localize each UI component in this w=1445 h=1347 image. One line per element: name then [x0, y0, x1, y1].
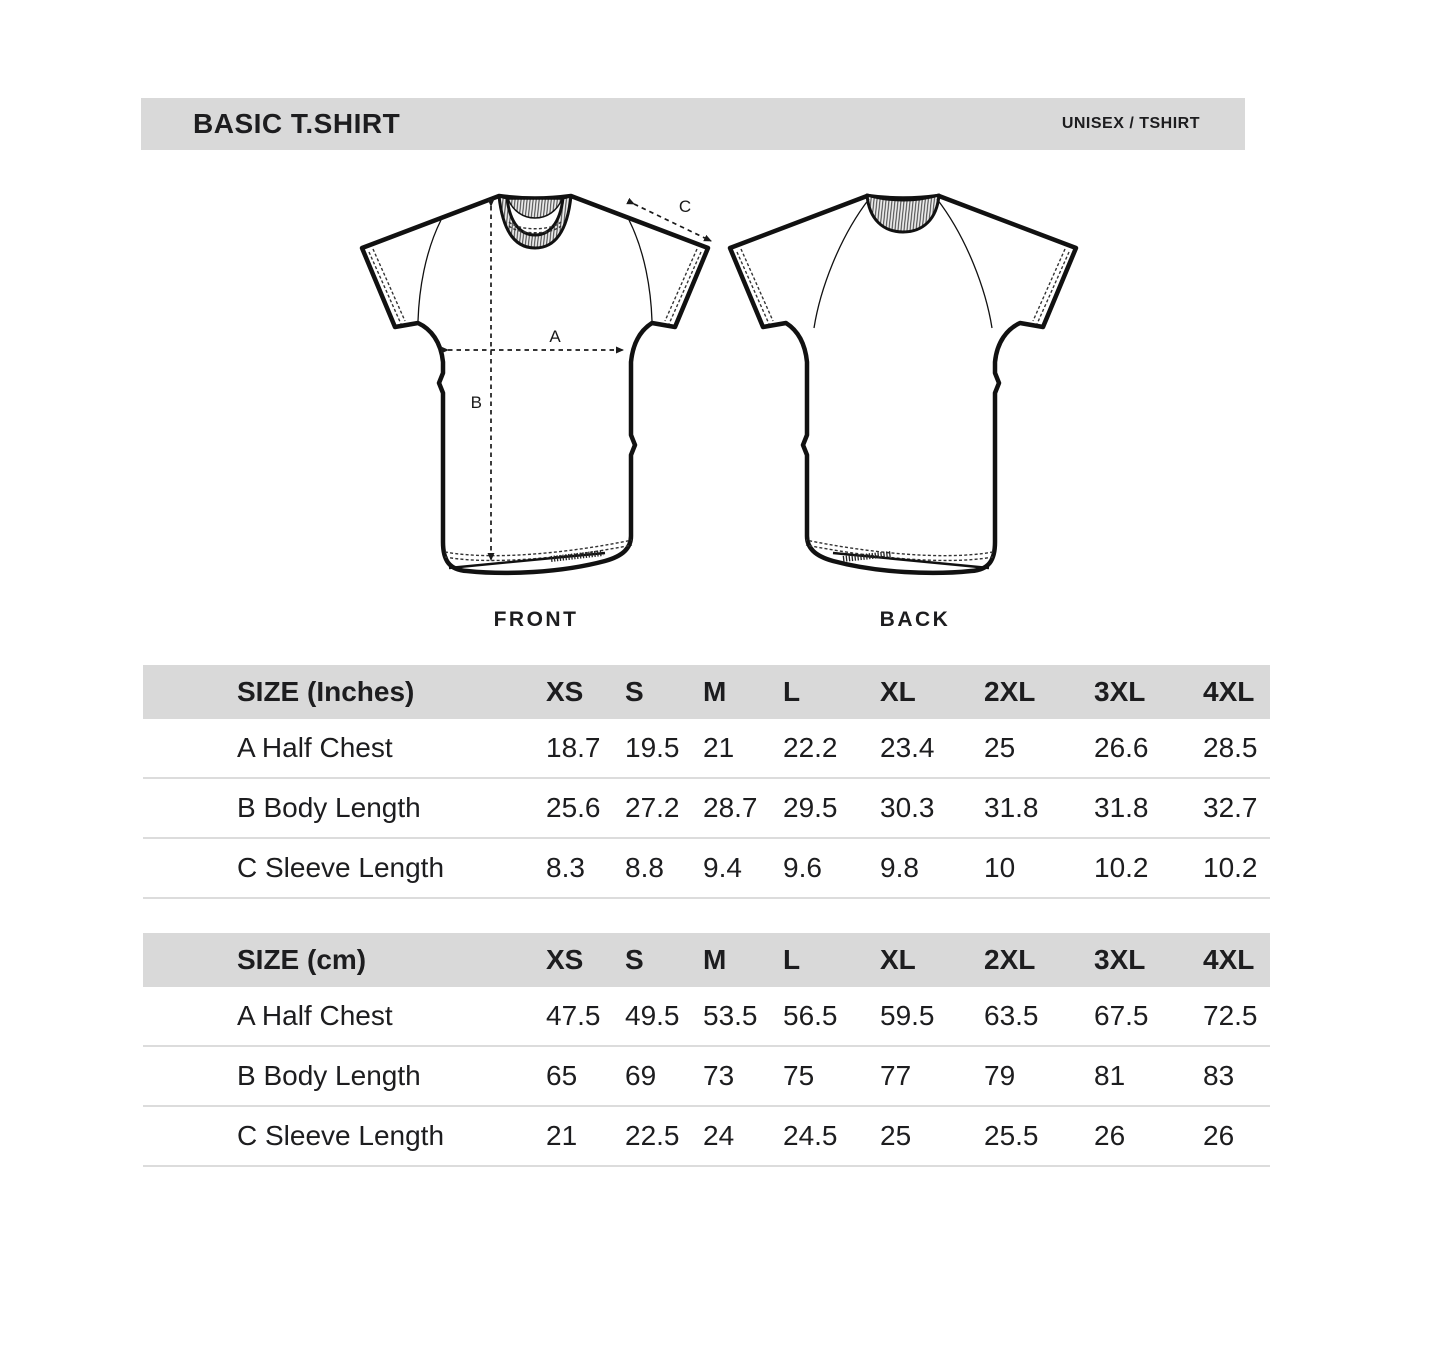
size-value-cell: 22.2: [783, 732, 838, 763]
size-value-cell: 32.7: [1203, 792, 1258, 823]
column-header-s: S: [625, 944, 644, 975]
title-bar: BASIC T.SHIRT UNISEX / TSHIRT: [141, 98, 1245, 150]
column-header-l: L: [783, 944, 801, 975]
size-value-cell: 31.8: [984, 792, 1039, 823]
size-value-cell: 9.6: [783, 852, 822, 883]
size-value-cell: 67.5: [1094, 1000, 1149, 1031]
row-label: A Half Chest: [237, 732, 393, 763]
size-value-cell: 24: [703, 1120, 735, 1151]
column-header-xs: XS: [546, 944, 584, 975]
size-value-cell: 28.7: [703, 792, 758, 823]
size-value-cell: 29.5: [783, 792, 838, 823]
size-value-cell: 25: [880, 1120, 912, 1151]
measure-label-b: B: [471, 393, 482, 412]
size-value-cell: 8.8: [625, 852, 664, 883]
size-value-cell: 75: [783, 1060, 815, 1091]
table-row: B Body Length 25.6 27.2 28.7 29.5 30.3 3…: [143, 779, 1270, 839]
table-header-row: SIZE (cm) XS S M L XL 2XL 3XL 4XL: [143, 933, 1270, 987]
row-label: C Sleeve Length: [237, 1120, 445, 1151]
size-value-cell: 24.5: [783, 1120, 838, 1151]
size-value-cell: 79: [984, 1060, 1016, 1091]
size-value-cell: 22.5: [625, 1120, 680, 1151]
size-value-cell: 23.4: [880, 732, 935, 763]
size-value-cell: 25: [984, 732, 1016, 763]
table-row: C Sleeve Length 8.3 8.8 9.4 9.6 9.8 10 1…: [143, 839, 1270, 899]
row-label: B Body Length: [237, 1060, 421, 1091]
column-header-xl: XL: [880, 676, 916, 707]
table-row: A Half Chest 47.5 49.5 53.5 56.5 59.5 63…: [143, 987, 1270, 1047]
size-value-cell: 27.2: [625, 792, 680, 823]
column-header-3xl: 3XL: [1094, 676, 1146, 707]
page-title: BASIC T.SHIRT: [193, 108, 401, 139]
front-caption: FRONT: [493, 608, 579, 631]
size-value-cell: 19.5: [625, 732, 680, 763]
size-value-cell: 25.5: [984, 1120, 1039, 1151]
column-header-m: M: [703, 944, 727, 975]
table-header-row: SIZE (Inches) XS S M L XL 2XL 3XL 4XL: [143, 665, 1270, 719]
column-header-s: S: [625, 676, 644, 707]
size-value-cell: 47.5: [546, 1000, 601, 1031]
size-value-cell: 25.6: [546, 792, 601, 823]
column-header-4xl: 4XL: [1203, 944, 1255, 975]
size-value-cell: 77: [880, 1060, 912, 1091]
row-label: B Body Length: [237, 792, 421, 823]
size-value-cell: 63.5: [984, 1000, 1039, 1031]
size-value-cell: 81: [1094, 1060, 1126, 1091]
size-value-cell: 65: [546, 1060, 578, 1091]
size-value-cell: 10.2: [1203, 852, 1258, 883]
size-value-cell: 9.8: [880, 852, 919, 883]
front-shirt-drawing: A B C: [362, 196, 712, 573]
table-row: C Sleeve Length 21 22.5 24 24.5 25 25.5 …: [143, 1107, 1270, 1167]
size-value-cell: 26.6: [1094, 732, 1149, 763]
measurement-arrows: A B C: [441, 197, 712, 561]
measure-label-a: A: [549, 327, 561, 346]
column-header-xl: XL: [880, 944, 916, 975]
size-value-cell: 26: [1094, 1120, 1126, 1151]
size-value-cell: 31.8: [1094, 792, 1149, 823]
size-value-cell: 26: [1203, 1120, 1235, 1151]
measure-label-c: C: [679, 197, 691, 216]
size-table-inches: SIZE (Inches) XS S M L XL 2XL 3XL 4XL A …: [143, 665, 1270, 899]
size-value-cell: 18.7: [546, 732, 601, 763]
arrow-c-sleeve-length: [626, 197, 712, 242]
size-value-cell: 21: [546, 1120, 578, 1151]
table-title: SIZE (cm): [237, 944, 367, 975]
row-label: A Half Chest: [237, 1000, 393, 1031]
size-value-cell: 69: [625, 1060, 657, 1091]
column-header-l: L: [783, 676, 801, 707]
tshirt-technical-drawing: A B C: [355, 193, 1085, 582]
column-header-4xl: 4XL: [1203, 676, 1255, 707]
table-row: B Body Length 65 69 73 75 77 79 81 83: [143, 1047, 1270, 1107]
back-caption: BACK: [879, 608, 951, 631]
size-value-cell: 83: [1203, 1060, 1235, 1091]
category-label: UNISEX / TSHIRT: [1061, 115, 1200, 132]
size-value-cell: 9.4: [703, 852, 742, 883]
size-value-cell: 56.5: [783, 1000, 838, 1031]
column-header-xs: XS: [546, 676, 584, 707]
size-value-cell: 49.5: [625, 1000, 680, 1031]
column-header-3xl: 3XL: [1094, 944, 1146, 975]
size-table-cm: SIZE (cm) XS S M L XL 2XL 3XL 4XL A Half…: [143, 933, 1270, 1167]
size-value-cell: 28.5: [1203, 732, 1258, 763]
size-value-cell: 73: [703, 1060, 735, 1091]
size-value-cell: 59.5: [880, 1000, 935, 1031]
column-header-m: M: [703, 676, 727, 707]
column-header-2xl: 2XL: [984, 944, 1036, 975]
table-title: SIZE (Inches): [237, 676, 415, 707]
size-value-cell: 10: [984, 852, 1016, 883]
table-row: A Half Chest 18.7 19.5 21 22.2 23.4 25 2…: [143, 719, 1270, 779]
row-label: C Sleeve Length: [237, 852, 445, 883]
column-header-2xl: 2XL: [984, 676, 1036, 707]
size-value-cell: 8.3: [546, 852, 585, 883]
size-value-cell: 21: [703, 732, 735, 763]
size-value-cell: 53.5: [703, 1000, 758, 1031]
size-value-cell: 72.5: [1203, 1000, 1258, 1031]
size-value-cell: 10.2: [1094, 852, 1149, 883]
back-shirt-drawing: [730, 193, 1076, 573]
size-value-cell: 30.3: [880, 792, 935, 823]
